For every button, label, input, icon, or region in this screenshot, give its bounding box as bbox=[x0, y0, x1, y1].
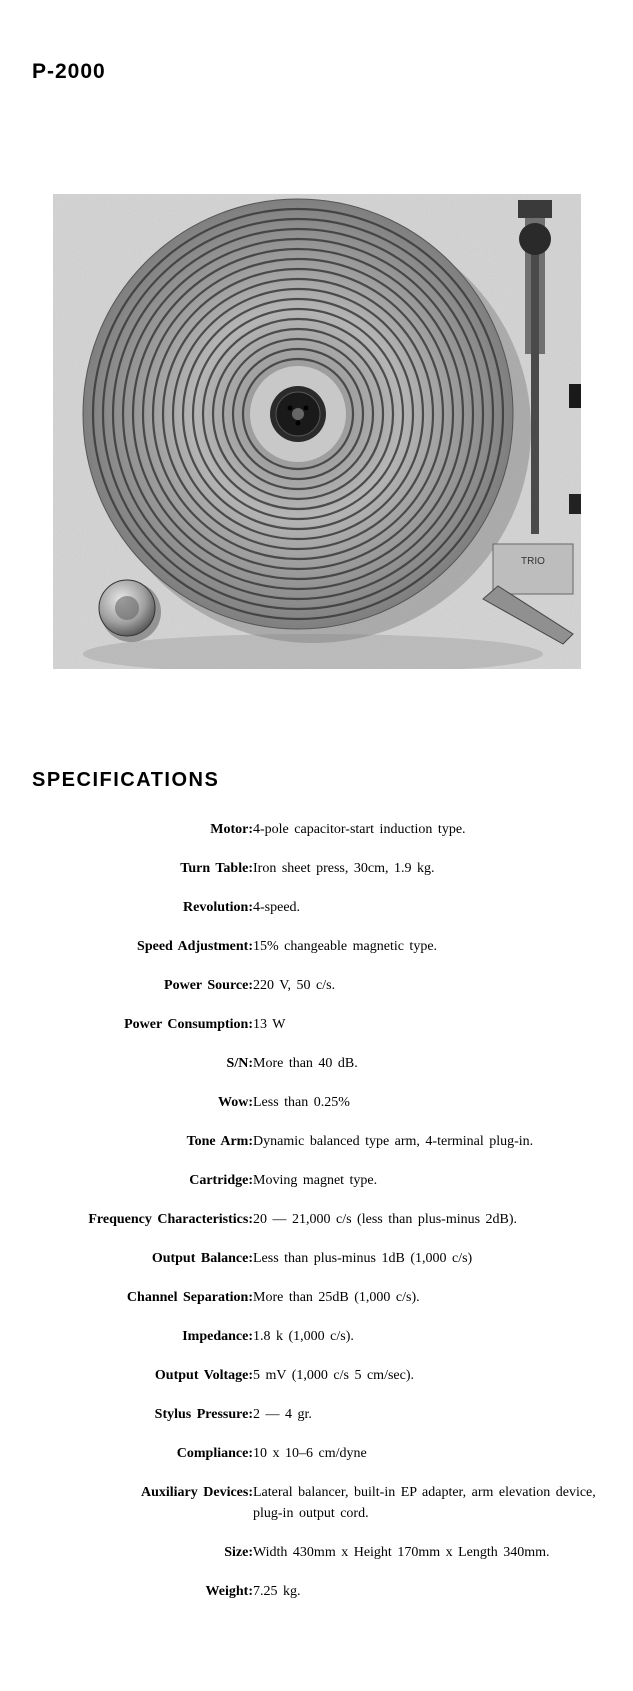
spec-value: 4-pole capacitor-start induction type. bbox=[253, 810, 605, 849]
spec-value: Width 430mm x Height 170mm x Length 340m… bbox=[253, 1533, 605, 1572]
spec-label: Auxiliary Devices: bbox=[28, 1473, 253, 1533]
spec-value: 4-speed. bbox=[253, 888, 605, 927]
spec-label: Power Source: bbox=[28, 966, 253, 1005]
spec-value: 7.25 kg. bbox=[253, 1572, 605, 1611]
specs-heading: SPECIFICATIONS bbox=[32, 769, 605, 792]
spec-value: 15% changeable magnetic type. bbox=[253, 927, 605, 966]
spec-label: Cartridge: bbox=[28, 1161, 253, 1200]
spec-row: Power Source:220 V, 50 c/s. bbox=[28, 966, 605, 1005]
spec-value: 1.8 k (1,000 c/s). bbox=[253, 1317, 605, 1356]
spec-row: Power Consumption:13 W bbox=[28, 1005, 605, 1044]
spec-label: Stylus Pressure: bbox=[28, 1395, 253, 1434]
brand-badge: TRIO bbox=[521, 556, 545, 567]
spec-value: Less than plus-minus 1dB (1,000 c/s) bbox=[253, 1239, 605, 1278]
spec-label: Compliance: bbox=[28, 1434, 253, 1473]
spec-row: Stylus Pressure:2 — 4 gr. bbox=[28, 1395, 605, 1434]
spec-value: 13 W bbox=[253, 1005, 605, 1044]
product-image: TRIO bbox=[53, 194, 581, 669]
spec-row: Auxiliary Devices:Lateral balancer, buil… bbox=[28, 1473, 605, 1533]
spec-value: Iron sheet press, 30cm, 1.9 kg. bbox=[253, 849, 605, 888]
spec-row: Turn Table:Iron sheet press, 30cm, 1.9 k… bbox=[28, 849, 605, 888]
spec-label: Tone Arm: bbox=[28, 1122, 253, 1161]
spec-row: Wow:Less than 0.25% bbox=[28, 1083, 605, 1122]
spec-row: Output Balance:Less than plus-minus 1dB … bbox=[28, 1239, 605, 1278]
spec-row: S/N:More than 40 dB. bbox=[28, 1044, 605, 1083]
spec-value: 220 V, 50 c/s. bbox=[253, 966, 605, 1005]
spec-row: Tone Arm:Dynamic balanced type arm, 4-te… bbox=[28, 1122, 605, 1161]
spec-label: Wow: bbox=[28, 1083, 253, 1122]
spec-row: Revolution:4-speed. bbox=[28, 888, 605, 927]
spec-label: Frequency Characteristics: bbox=[28, 1200, 253, 1239]
spec-label: Impedance: bbox=[28, 1317, 253, 1356]
spec-value: 2 — 4 gr. bbox=[253, 1395, 605, 1434]
specs-table: Motor:4-pole capacitor-start induction t… bbox=[28, 810, 605, 1611]
spec-row: Frequency Characteristics:20 — 21,000 c/… bbox=[28, 1200, 605, 1239]
spec-value: 5 mV (1,000 c/s 5 cm/sec). bbox=[253, 1356, 605, 1395]
spec-label: Speed Adjustment: bbox=[28, 927, 253, 966]
spec-label: Channel Separation: bbox=[28, 1278, 253, 1317]
spec-label: Revolution: bbox=[28, 888, 253, 927]
spec-label: S/N: bbox=[28, 1044, 253, 1083]
spec-value: More than 25dB (1,000 c/s). bbox=[253, 1278, 605, 1317]
spec-value: More than 40 dB. bbox=[253, 1044, 605, 1083]
spec-label: Output Voltage: bbox=[28, 1356, 253, 1395]
spec-value: 20 — 21,000 c/s (less than plus-minus 2d… bbox=[253, 1200, 605, 1239]
spec-label: Size: bbox=[28, 1533, 253, 1572]
spec-row: Weight:7.25 kg. bbox=[28, 1572, 605, 1611]
model-number: P-2000 bbox=[32, 60, 605, 84]
spec-value: 10 x 10–6 cm/dyne bbox=[253, 1434, 605, 1473]
spec-row: Speed Adjustment:15% changeable magnetic… bbox=[28, 927, 605, 966]
turntable-illustration: TRIO bbox=[53, 194, 581, 669]
spec-value: Less than 0.25% bbox=[253, 1083, 605, 1122]
spec-row: Cartridge:Moving magnet type. bbox=[28, 1161, 605, 1200]
spec-value: Lateral balancer, built-in EP adapter, a… bbox=[253, 1473, 605, 1533]
spec-value: Dynamic balanced type arm, 4-terminal pl… bbox=[253, 1122, 605, 1161]
spec-label: Turn Table: bbox=[28, 849, 253, 888]
spec-label: Weight: bbox=[28, 1572, 253, 1611]
spec-label: Motor: bbox=[28, 810, 253, 849]
spec-row: Motor:4-pole capacitor-start induction t… bbox=[28, 810, 605, 849]
spec-label: Power Consumption: bbox=[28, 1005, 253, 1044]
spec-row: Impedance:1.8 k (1,000 c/s). bbox=[28, 1317, 605, 1356]
spec-value: Moving magnet type. bbox=[253, 1161, 605, 1200]
spec-label: Output Balance: bbox=[28, 1239, 253, 1278]
spec-row: Compliance:10 x 10–6 cm/dyne bbox=[28, 1434, 605, 1473]
spec-row: Channel Separation:More than 25dB (1,000… bbox=[28, 1278, 605, 1317]
spec-row: Size:Width 430mm x Height 170mm x Length… bbox=[28, 1533, 605, 1572]
spec-row: Output Voltage:5 mV (1,000 c/s 5 cm/sec)… bbox=[28, 1356, 605, 1395]
